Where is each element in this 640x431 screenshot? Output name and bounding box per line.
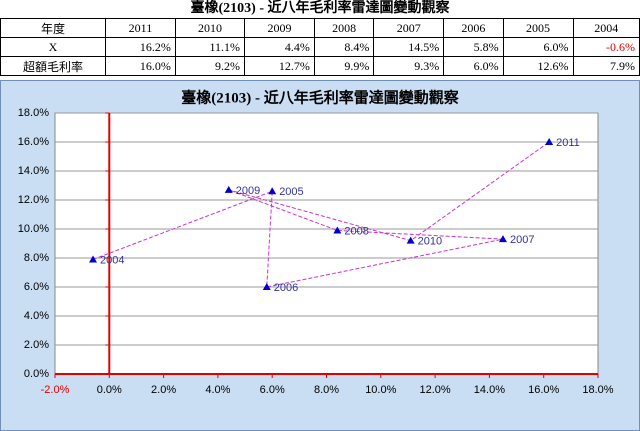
point-label: 2008 [344, 225, 368, 237]
point-label: 2005 [279, 186, 303, 198]
plot-area [54, 112, 599, 375]
x-tick-label: 14.0% [474, 384, 505, 396]
y-tick-label: 16.0% [18, 136, 49, 148]
x-tick-label: 4.0% [205, 384, 230, 396]
y-tick-label: 2.0% [24, 339, 49, 351]
table-cell: -0.6% [572, 37, 640, 57]
table-cell: 9.2% [174, 56, 246, 76]
point [268, 187, 277, 195]
x-tick-label: 6.0% [260, 384, 285, 396]
chart: 臺橡(2103) - 近八年毛利率雷達圖變動觀察 0.0% 2.0% 4.0% 6.0… [0, 80, 640, 431]
table-cell: 6.0% [443, 56, 504, 76]
table-cell: 2008 [313, 18, 375, 38]
data-table: 臺橡(2103) - 近八年毛利率雷達圖變動觀察 年度 2011 2010 2009 2… [0, 0, 640, 76]
table-cell: 14.5% [373, 37, 445, 57]
point-label: 2009 [236, 185, 260, 197]
point-label: 2010 [418, 236, 442, 248]
table-row: X 16.2% 11.1% 4.4% 8.4% 14.5% 5.8% 6.0% -0.6% [0, 37, 640, 57]
point [406, 236, 415, 244]
point [262, 283, 271, 290]
point [333, 226, 342, 234]
table-cell: 12.6% [502, 56, 574, 76]
x-tick-label: 18.0% [582, 384, 613, 396]
x-tick-label: -2.0% [41, 384, 70, 396]
table-cell: 9.3% [373, 56, 445, 76]
table-cell: X [0, 37, 106, 57]
point-label: 2006 [274, 282, 298, 294]
y-tick-label: 10.0% [18, 223, 49, 235]
table-cell: 8.4% [313, 37, 375, 57]
table-cell: 2007 [373, 18, 445, 38]
x-tick-label: 12.0% [419, 384, 450, 396]
table-cell: 16.0% [105, 56, 176, 76]
table-cell: 16.2% [105, 37, 176, 57]
point-label: 2004 [100, 254, 124, 266]
point-label: 2007 [510, 234, 534, 246]
point-label: 2011 [556, 137, 580, 149]
table-cell: 4.4% [244, 37, 315, 57]
table-cell: 11.1% [174, 37, 246, 57]
y-tick-label: 12.0% [18, 194, 49, 206]
x-tick-label: 10.0% [365, 384, 396, 396]
x-tick-label: 2.0% [151, 384, 176, 396]
table-cell: 2005 [502, 18, 574, 38]
table-cell: 9.9% [313, 56, 375, 76]
y-tick-label: 14.0% [18, 165, 49, 177]
y-tick-label: 8.0% [24, 252, 49, 264]
x-tick-label: 0.0% [97, 384, 122, 396]
point [224, 185, 233, 193]
table-row: 超額毛利率 16.0% 9.2% 12.7% 9.9% 9.3% 6.0% 12.6% 7.9% [0, 56, 640, 76]
table-cell: 12.7% [244, 56, 315, 76]
connector-line [92, 141, 550, 288]
table-row: 年度 2011 2010 2009 2008 2007 2006 2005 2004 [0, 18, 640, 38]
table-cell: 2010 [174, 18, 246, 38]
table-cell: 超額毛利率 [0, 56, 106, 76]
point [89, 255, 98, 263]
table-cell: 2011 [105, 18, 176, 38]
point [498, 235, 507, 243]
table-cell: 7.9% [572, 56, 640, 76]
x-tick-label: 16.0% [528, 384, 559, 396]
y-tick-label: 18.0% [18, 107, 49, 119]
table-cell: 5.8% [443, 37, 504, 57]
point [545, 138, 554, 145]
x-tick-label: 8.0% [314, 384, 339, 396]
table-cell: 2009 [244, 18, 315, 38]
table-cell: 6.0% [502, 37, 574, 57]
y-tick-label: 6.0% [24, 281, 49, 293]
table-cell: 年度 [0, 18, 106, 38]
y-tick-label: 0.0% [24, 368, 49, 380]
table-cell: 2006 [443, 18, 504, 38]
table-title: 臺橡(2103) - 近八年毛利率雷達圖變動觀察 [190, 1, 450, 16]
table-cell: 2004 [572, 18, 640, 38]
y-tick-label: 4.0% [24, 310, 49, 322]
chart-title: 臺橡(2103) - 近八年毛利率雷達圖變動觀察 [181, 88, 459, 106]
